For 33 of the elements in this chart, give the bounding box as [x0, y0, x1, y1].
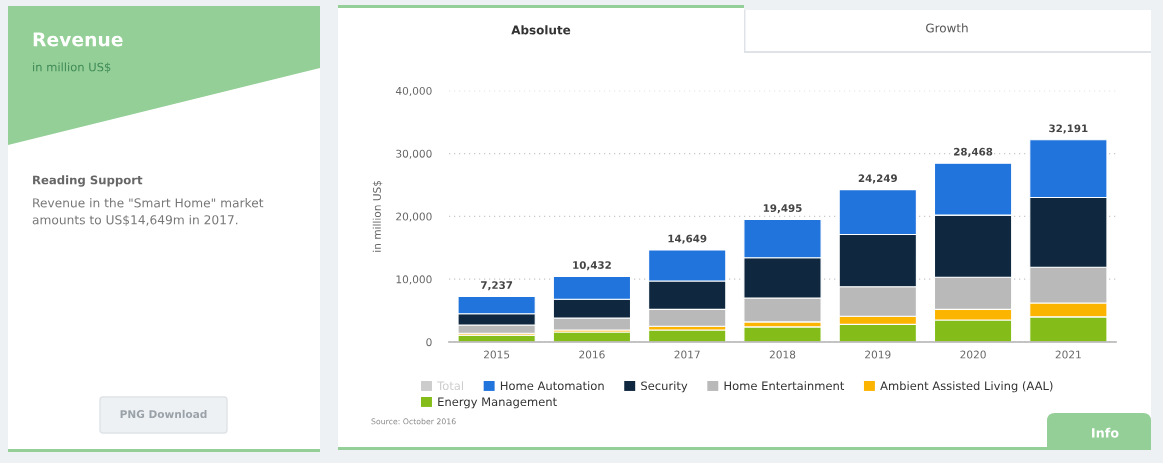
legend-label: Security [641, 381, 688, 393]
total-label: 19,495 [763, 204, 802, 214]
total-label: 32,191 [1049, 124, 1088, 134]
y-tick-label: 20,000 [396, 212, 432, 222]
total-label: 24,249 [858, 174, 897, 184]
legend-label: Energy Management [438, 397, 557, 409]
text: Absolute [511, 25, 571, 35]
total-label: 10,432 [573, 261, 611, 271]
x-tick-label: 2021 [1055, 350, 1081, 359]
text: PNG Download [120, 409, 207, 419]
x-tick-label: 2015 [483, 350, 510, 359]
y-axis-title: in million US$ [372, 180, 383, 252]
text: Reading Support [33, 175, 143, 187]
legend-label: Home Automation [500, 381, 604, 391]
text: Info [1092, 427, 1119, 438]
x-tick-label: 2019 [865, 350, 891, 359]
total-label: 7,237 [481, 281, 513, 291]
text: Revenue [33, 32, 123, 47]
total-label: 28,468 [954, 147, 993, 157]
x-tick-label: 2017 [674, 350, 700, 359]
legend-label: Ambient Assisted Living (AAL) [880, 381, 1053, 393]
text: Revenue in the "Smart Home" market amounts to US$14,649m in 2017. [32, 198, 264, 227]
total-label: 14,649 [668, 234, 707, 244]
x-tick-label: 2018 [769, 350, 796, 359]
text: Growth [926, 23, 968, 33]
x-tick-label: 2016 [579, 350, 605, 359]
y-tick-label: 40,000 [395, 86, 432, 96]
text: in million US$ [33, 62, 111, 73]
y-tick-label: 0 [426, 338, 432, 347]
y-tick-label: 30,000 [396, 149, 432, 159]
y-tick-label: 10,000 [396, 275, 432, 285]
legend-label: Home Entertainment [724, 381, 845, 391]
x-tick-label: 2020 [960, 350, 986, 359]
